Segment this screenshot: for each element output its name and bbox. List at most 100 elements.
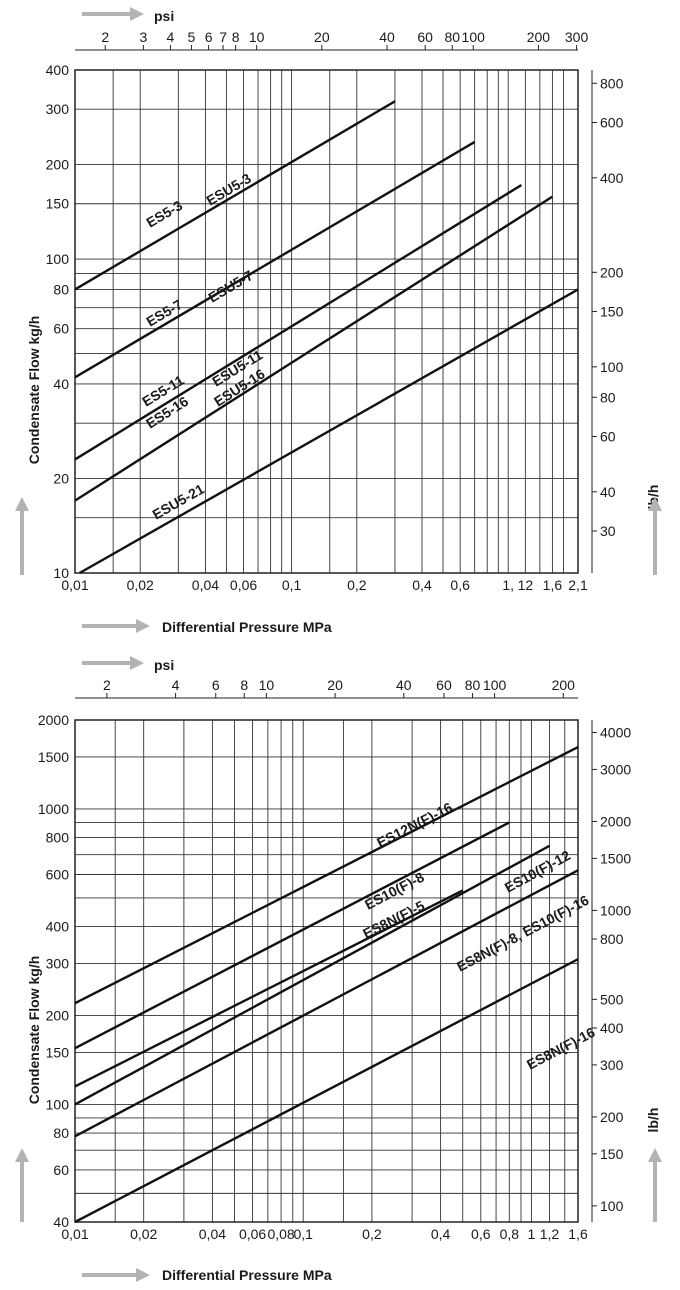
- right-tick-label: 800: [600, 931, 624, 947]
- top-tick-label: 6: [205, 29, 213, 45]
- y-tick-label: 1000: [38, 801, 69, 817]
- y-tick-label: 40: [53, 1214, 69, 1230]
- top-tick-label: 60: [417, 29, 433, 45]
- top-tick-label: 2: [101, 29, 109, 45]
- arrow-right-icon: [82, 7, 144, 21]
- x-tick-label: 0,01: [61, 1226, 88, 1242]
- right-tick-label: 150: [600, 304, 624, 320]
- series-line: [74, 869, 579, 1138]
- top-tick-label: 20: [327, 677, 343, 693]
- x-axis-title: Differential Pressure MPa: [162, 1267, 332, 1283]
- x-tick-label: 0,02: [130, 1226, 157, 1242]
- series-line: [74, 140, 476, 379]
- series-label: ES12N(F)-16: [374, 799, 455, 851]
- top-tick-label: 80: [465, 677, 481, 693]
- right-tick-label: 400: [600, 1020, 624, 1036]
- y-tick-label: 10: [53, 565, 69, 581]
- right-tick-label: 2000: [600, 813, 631, 829]
- top-tick-label: 10: [249, 29, 265, 45]
- right-axis-title: lb/h: [645, 1108, 661, 1133]
- y-tick-label: 2000: [38, 712, 69, 728]
- right-tick-label: 800: [600, 75, 624, 91]
- x-tick-label: 1,2: [540, 1226, 560, 1242]
- top-tick-label: 200: [552, 677, 576, 693]
- right-tick-label: 150: [600, 1146, 624, 1162]
- series-line: [74, 100, 396, 291]
- right-tick-label: 200: [600, 1109, 624, 1125]
- y-axis-title: Condensate Flow kg/h: [26, 956, 42, 1105]
- series-line: [74, 745, 579, 1005]
- right-tick-label: 300: [600, 1057, 624, 1073]
- y-tick-label: 100: [46, 1096, 70, 1112]
- y-tick-label: 200: [46, 1007, 70, 1023]
- series-line: [74, 821, 510, 1050]
- x-tick-label: 0,2: [347, 577, 367, 593]
- top-tick-label: 8: [232, 29, 240, 45]
- x-tick-label: 0,1: [282, 577, 302, 593]
- series-line: [74, 184, 522, 461]
- right-tick-label: 30: [600, 523, 616, 539]
- series-line: [74, 844, 551, 1106]
- right-tick-label: 100: [600, 1198, 624, 1214]
- series-line: [74, 195, 554, 502]
- x-tick-label: 0,06: [239, 1226, 266, 1242]
- arrow-right-icon: [82, 656, 144, 670]
- y-tick-label: 150: [46, 1044, 70, 1060]
- right-tick-label: 600: [600, 115, 624, 131]
- x-tick-label: 1,: [502, 577, 514, 593]
- x-tick-label: 0,01: [61, 577, 88, 593]
- top-tick-label: 200: [527, 29, 551, 45]
- series-line: [74, 958, 579, 1224]
- top-tick-label: 4: [172, 677, 180, 693]
- arrow-right-icon: [82, 619, 150, 633]
- x-tick-label: 0,04: [192, 577, 219, 593]
- y-tick-label: 200: [46, 157, 70, 173]
- top-tick-label: 40: [396, 677, 412, 693]
- arrow-right-icon: [82, 1268, 150, 1282]
- y-tick-label: 300: [46, 955, 70, 971]
- top-tick-label: 2: [103, 677, 111, 693]
- series-label: ES10(F)-12: [502, 847, 573, 896]
- x-tick-label: 1,6: [568, 1226, 588, 1242]
- y-axis-title: Condensate Flow kg/h: [26, 316, 42, 465]
- right-tick-label: 100: [600, 359, 624, 375]
- top-tick-label: 300: [565, 29, 589, 45]
- y-tick-label: 400: [46, 919, 70, 935]
- arrow-up-icon: [648, 497, 662, 575]
- x-tick-label: 0,4: [412, 577, 432, 593]
- arrow-up-icon: [648, 1148, 662, 1222]
- top-tick-label: 80: [444, 29, 460, 45]
- plot-frame: [74, 69, 579, 574]
- top-tick-label: 20: [314, 29, 330, 45]
- top-tick-label: 6: [212, 677, 220, 693]
- x-tick-label: 0,4: [431, 1226, 451, 1242]
- arrow-up-icon: [15, 1148, 29, 1222]
- right-tick-label: 200: [600, 264, 624, 280]
- right-tick-label: 80: [600, 389, 616, 405]
- y-tick-label: 100: [46, 251, 70, 267]
- y-tick-label: 600: [46, 866, 70, 882]
- x-tick-label: 2,1: [568, 577, 588, 593]
- x-tick-label: 1: [528, 1226, 536, 1242]
- x-tick-label: 0,2: [362, 1226, 382, 1242]
- right-tick-label: 400: [600, 170, 624, 186]
- right-tick-label: 3000: [600, 761, 631, 777]
- chart-2: 0,01 0,02 0,04 0,06 0,080,1 0,2 0,4 0,6 0,8 1 1,2 1…: [26, 657, 661, 1283]
- top-tick-label: 5: [188, 29, 196, 45]
- series-label: ES8N(F)-16: [524, 1024, 598, 1073]
- chart-1: 0,01 0,02 0,04 0,06 0,1 0,2 0,4 0,6 1, 12 1,6 2,1 2 3…: [26, 8, 661, 635]
- right-tick-label: 1000: [600, 902, 631, 918]
- y-tick-label: 1500: [38, 749, 69, 765]
- series-line: [74, 889, 464, 1088]
- top-tick-label: 100: [483, 677, 507, 693]
- x-tick-label: 0,06: [230, 577, 257, 593]
- y-tick-label: 400: [46, 62, 70, 78]
- top-tick-label: 8: [240, 677, 248, 693]
- x-tick-label: 0,08: [267, 1226, 294, 1242]
- y-tick-label: 800: [46, 830, 70, 846]
- x-tick-label: 0,6: [450, 577, 470, 593]
- x-tick-label: 0,6: [471, 1226, 491, 1242]
- y-tick-label: 60: [53, 321, 69, 337]
- top-tick-label: 10: [259, 677, 275, 693]
